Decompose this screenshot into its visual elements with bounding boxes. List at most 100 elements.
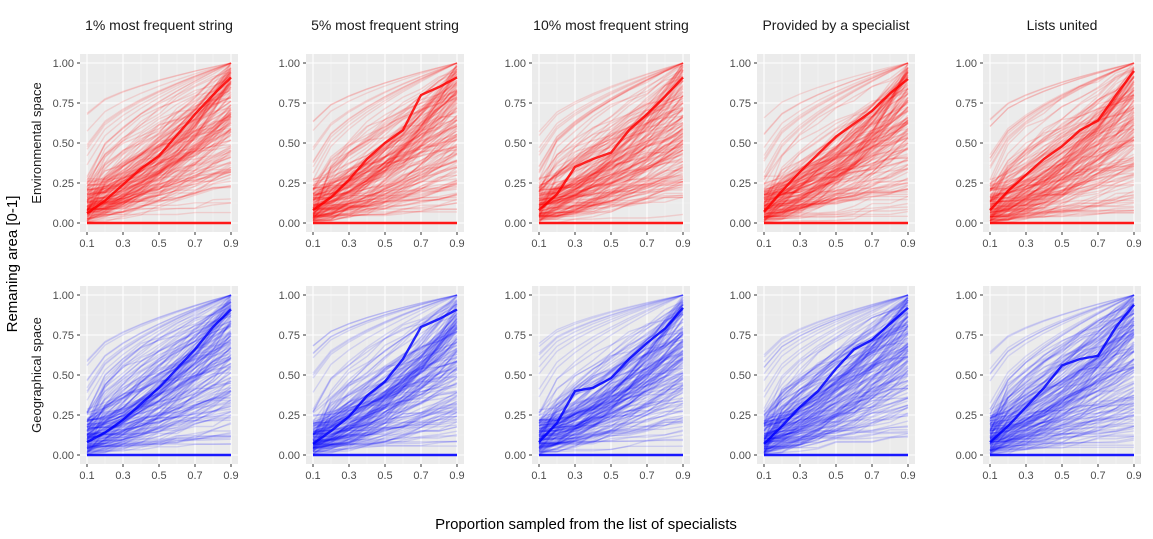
- y-tick-label: 1.00: [505, 290, 526, 302]
- y-tick-label: 0.25: [53, 178, 74, 190]
- y-tick-label: 0.00: [279, 218, 300, 230]
- x-tick-label: 0.3: [567, 238, 582, 250]
- x-tick-label: 0.5: [1054, 470, 1069, 482]
- y-tick-label: 0.75: [279, 330, 300, 342]
- y-tick-label: 0.25: [956, 410, 977, 422]
- y-tick-label: 0.75: [53, 98, 74, 110]
- y-tick-label: 0.50: [505, 370, 526, 382]
- facet-row-label: Geographical space: [29, 317, 44, 433]
- x-tick-label: 0.7: [413, 238, 428, 250]
- facet-panel: 0.00 0.25 0.50 0.75 1.00 0.1 0.3 0.5 0.7 0.9: [505, 54, 691, 250]
- y-tick-label: 0.50: [505, 138, 526, 150]
- x-tick-label: 0.9: [675, 238, 690, 250]
- x-tick-label: 0.3: [341, 238, 356, 250]
- x-axis-title: Proportion sampled from the list of spec…: [435, 516, 737, 533]
- x-tick-label: 0.1: [531, 470, 546, 482]
- x-tick-label: 0.7: [639, 238, 654, 250]
- x-tick-label: 0.5: [828, 470, 843, 482]
- x-tick-label: 0.9: [223, 470, 238, 482]
- x-tick-label: 0.5: [377, 470, 392, 482]
- x-tick-label: 0.5: [151, 470, 166, 482]
- x-tick-label: 0.1: [79, 470, 94, 482]
- y-tick-label: 0.00: [730, 218, 751, 230]
- y-axis-title: Remaning area [0-1]: [4, 196, 21, 333]
- facet-column-title: 1% most frequent string: [85, 17, 233, 33]
- x-tick-label: 0.3: [1018, 238, 1033, 250]
- x-tick-label: 0.3: [115, 470, 130, 482]
- y-tick-label: 0.00: [956, 450, 977, 462]
- y-tick-label: 0.00: [53, 450, 74, 462]
- x-tick-label: 0.5: [603, 238, 618, 250]
- y-tick-label: 1.00: [279, 58, 300, 70]
- x-tick-label: 0.9: [900, 238, 915, 250]
- y-tick-label: 0.50: [53, 138, 74, 150]
- y-tick-label: 0.25: [505, 178, 526, 190]
- x-tick-label: 0.5: [603, 470, 618, 482]
- y-tick-label: 0.50: [730, 370, 751, 382]
- x-tick-label: 0.5: [151, 238, 166, 250]
- x-tick-label: 0.1: [305, 238, 320, 250]
- facet-row-label: Environmental space: [29, 82, 44, 203]
- x-tick-label: 0.7: [864, 470, 879, 482]
- y-tick-label: 1.00: [956, 290, 977, 302]
- x-tick-label: 0.3: [1018, 470, 1033, 482]
- x-tick-label: 0.1: [756, 470, 771, 482]
- x-tick-label: 0.5: [377, 238, 392, 250]
- facet-column-title: Lists united: [1027, 17, 1098, 33]
- y-tick-label: 1.00: [53, 58, 74, 70]
- y-tick-label: 1.00: [505, 58, 526, 70]
- y-tick-label: 0.75: [279, 98, 300, 110]
- y-tick-label: 1.00: [956, 58, 977, 70]
- x-tick-label: 0.1: [79, 238, 94, 250]
- y-tick-label: 0.50: [279, 138, 300, 150]
- y-tick-label: 0.25: [505, 410, 526, 422]
- facet-column-title: 5% most frequent string: [311, 17, 459, 33]
- x-tick-label: 0.9: [1126, 470, 1141, 482]
- x-tick-label: 0.9: [1126, 238, 1141, 250]
- y-tick-label: 0.50: [956, 138, 977, 150]
- y-tick-label: 0.25: [53, 410, 74, 422]
- y-tick-label: 0.25: [279, 178, 300, 190]
- y-tick-label: 0.00: [730, 450, 751, 462]
- x-tick-label: 0.9: [449, 470, 464, 482]
- y-tick-label: 0.00: [505, 218, 526, 230]
- y-tick-label: 0.50: [53, 370, 74, 382]
- facet-column-title: 10% most frequent string: [533, 17, 689, 33]
- facet-column-title: Provided by a specialist: [762, 17, 909, 33]
- x-tick-label: 0.3: [341, 470, 356, 482]
- x-tick-label: 0.1: [531, 238, 546, 250]
- y-tick-label: 0.50: [956, 370, 977, 382]
- y-tick-label: 1.00: [279, 290, 300, 302]
- y-tick-label: 1.00: [730, 290, 751, 302]
- y-tick-label: 1.00: [730, 58, 751, 70]
- y-tick-label: 0.00: [505, 450, 526, 462]
- x-tick-label: 0.3: [792, 470, 807, 482]
- y-tick-label: 0.25: [956, 178, 977, 190]
- y-tick-label: 0.25: [730, 410, 751, 422]
- y-tick-label: 0.75: [730, 330, 751, 342]
- x-tick-label: 0.3: [567, 470, 582, 482]
- y-tick-label: 1.00: [53, 290, 74, 302]
- facet-panel: 0.00 0.25 0.50 0.75 1.00 0.1 0.3 0.5 0.7 0.9: [279, 54, 465, 250]
- x-tick-label: 0.1: [756, 238, 771, 250]
- y-tick-label: 0.50: [279, 370, 300, 382]
- y-tick-label: 0.75: [730, 98, 751, 110]
- x-tick-label: 0.9: [449, 238, 464, 250]
- x-tick-label: 0.3: [792, 238, 807, 250]
- x-tick-label: 0.1: [982, 238, 997, 250]
- x-tick-label: 0.1: [982, 470, 997, 482]
- y-tick-label: 0.75: [505, 98, 526, 110]
- x-tick-label: 0.9: [675, 470, 690, 482]
- y-tick-label: 0.00: [53, 218, 74, 230]
- y-tick-label: 0.50: [730, 138, 751, 150]
- x-tick-label: 0.7: [864, 238, 879, 250]
